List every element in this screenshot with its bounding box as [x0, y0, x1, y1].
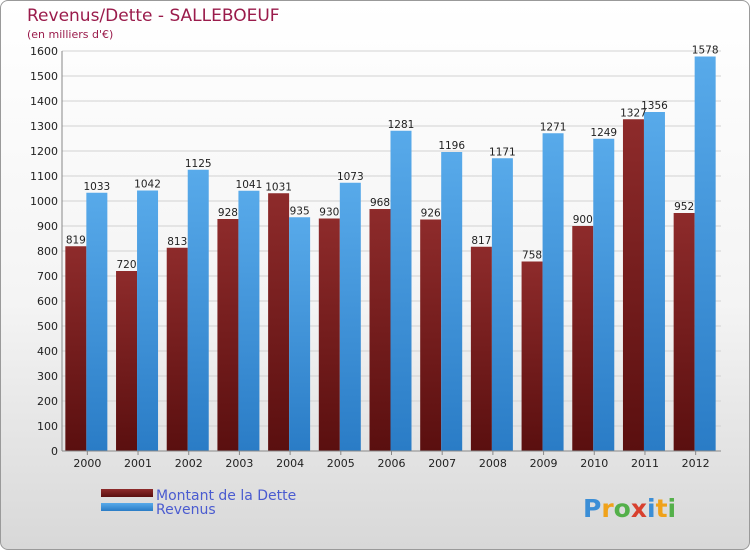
legend-swatch-revenus [101, 503, 153, 511]
x-tick-label: 2010 [580, 457, 608, 470]
bar-dette [470, 246, 492, 451]
bar-dette [572, 226, 594, 451]
value-label: 926 [421, 208, 441, 220]
y-tick-label: 300 [37, 370, 58, 383]
value-labels: 819 1033 720 1042 813 1125 928 1041 1031 935 930 10… [66, 45, 719, 272]
value-label: 1031 [265, 181, 292, 193]
bar-dette [369, 209, 391, 451]
svg-text:Proxiti: Proxiti [583, 494, 676, 523]
x-tick-label: 2006 [378, 457, 406, 470]
bar-revenus [390, 130, 412, 451]
value-label: 1196 [438, 140, 465, 152]
y-tick-label: 1100 [30, 170, 58, 183]
y-tick-label: 700 [37, 270, 58, 283]
legend-label-debt: Montant de la Dette [156, 488, 296, 504]
y-tick-label: 500 [37, 320, 58, 333]
value-label: 1171 [489, 146, 516, 158]
y-tick-label: 1500 [30, 70, 58, 83]
bar-revenus [86, 192, 108, 451]
bar-dette [268, 193, 290, 451]
bar-revenus [441, 152, 463, 451]
bar-revenus [593, 138, 615, 451]
bar-revenus [289, 217, 311, 451]
y-tick-label: 900 [37, 220, 58, 233]
y-tick-label: 1200 [30, 145, 58, 158]
value-label: 813 [167, 236, 187, 248]
legend-label-revenus: Revenus [156, 502, 216, 518]
legend: Montant de la Dette Revenus [101, 488, 296, 518]
x-tick-label: 2003 [225, 457, 253, 470]
y-tick-label: 0 [51, 445, 58, 458]
value-label: 928 [218, 207, 238, 219]
bar-revenus [339, 182, 361, 451]
bar-revenus [137, 190, 159, 451]
bar-dette [116, 271, 138, 451]
value-label: 1271 [540, 121, 567, 133]
y-tick-label: 800 [37, 245, 58, 258]
bar-dette [166, 247, 188, 451]
value-label: 900 [573, 214, 593, 226]
value-label: 952 [674, 201, 694, 213]
x-tick-label: 2005 [327, 457, 355, 470]
x-tick-label: 2009 [530, 457, 558, 470]
value-label: 968 [370, 197, 390, 209]
bar-revenus [694, 56, 716, 451]
x-axis-ticks: 2000 2001 2002 2003 2004 2005 2006 2007 2008 2009… [73, 451, 710, 470]
y-tick-label: 100 [37, 420, 58, 433]
value-label: 1041 [236, 179, 263, 191]
x-tick-label: 2000 [73, 457, 101, 470]
x-tick-label: 2011 [631, 457, 659, 470]
y-tick-label: 200 [37, 395, 58, 408]
value-label: 930 [319, 207, 339, 219]
x-tick-label: 2001 [124, 457, 152, 470]
bar-dette [622, 119, 644, 451]
value-label: 758 [522, 250, 542, 262]
legend-swatch-debt [101, 489, 153, 497]
chart-subtitle: (en milliers d'€) [27, 28, 113, 41]
bar-revenus [238, 190, 260, 451]
bars [65, 56, 716, 451]
value-label: 1327 [620, 107, 647, 119]
value-label: 1125 [185, 158, 212, 170]
value-label: 1356 [641, 100, 668, 112]
x-tick-label: 2007 [428, 457, 456, 470]
x-tick-label: 2004 [276, 457, 304, 470]
bar-dette [420, 219, 442, 451]
value-label: 1073 [337, 171, 364, 183]
y-tick-label: 400 [37, 345, 58, 358]
bar-revenus [542, 133, 564, 451]
bar-dette [673, 213, 695, 451]
x-tick-label: 2008 [479, 457, 507, 470]
y-tick-label: 1600 [30, 45, 58, 58]
chart-title: Revenus/Dette - SALLEBOEUF [27, 6, 280, 26]
value-label: 1033 [83, 181, 110, 193]
y-axis-ticks: 0 100 200 300 400 500 600 700 800 900 1000 1100 1200… [30, 45, 58, 458]
x-tick-label: 2012 [682, 457, 710, 470]
y-tick-label: 1000 [30, 195, 58, 208]
proxiti-logo: Proxiti [583, 494, 676, 523]
bar-revenus [491, 158, 513, 451]
y-tick-label: 1400 [30, 95, 58, 108]
bar-dette [217, 219, 239, 451]
value-label: 1281 [388, 119, 415, 131]
bar-revenus [187, 169, 209, 451]
value-label: 1249 [590, 127, 617, 139]
value-label: 935 [290, 205, 310, 217]
value-label: 1578 [692, 45, 719, 57]
value-label: 720 [117, 259, 137, 271]
y-tick-label: 600 [37, 295, 58, 308]
bar-revenus [643, 112, 665, 451]
bar-dette [65, 246, 87, 451]
value-label: 817 [471, 235, 491, 247]
value-label: 1042 [134, 179, 161, 191]
x-tick-label: 2002 [175, 457, 203, 470]
y-tick-label: 1300 [30, 120, 58, 133]
bar-dette [318, 218, 340, 451]
bar-dette [521, 261, 543, 451]
value-label: 819 [66, 234, 86, 246]
